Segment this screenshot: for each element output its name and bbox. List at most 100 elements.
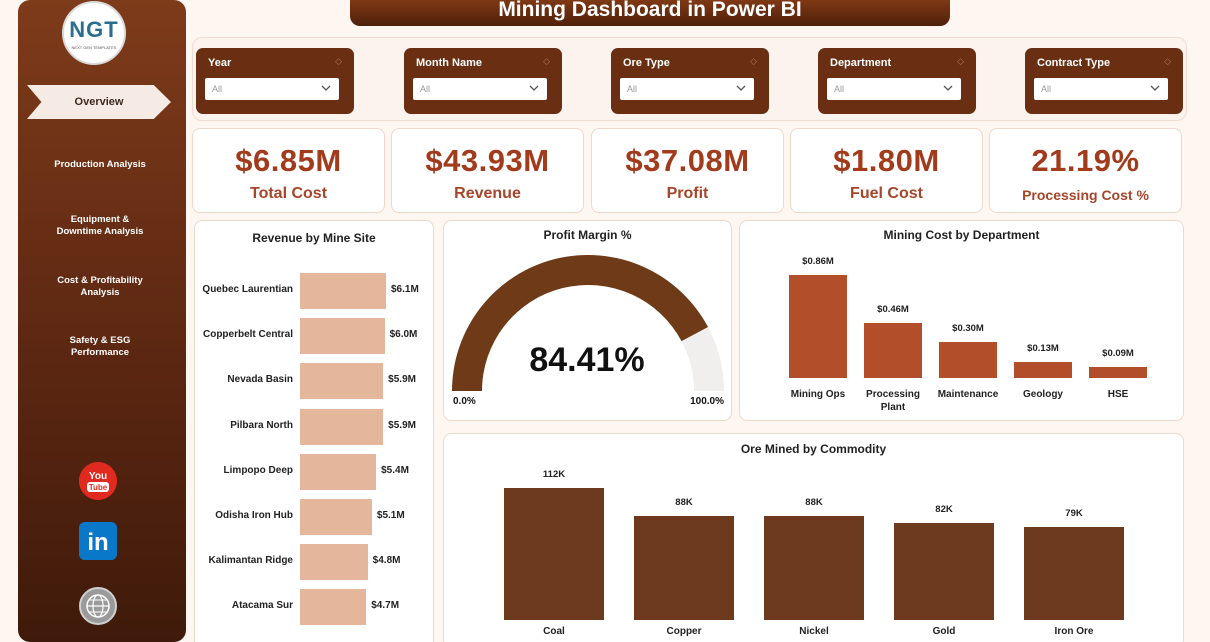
clear-selection-icon[interactable]: ◇	[543, 56, 550, 66]
bar[interactable]	[300, 363, 384, 400]
clear-selection-icon[interactable]: ◇	[1164, 56, 1171, 66]
clear-selection-icon[interactable]: ◇	[335, 56, 342, 66]
bar[interactable]	[939, 342, 997, 378]
dropdown-value: All	[420, 84, 431, 94]
kpi-label: Total Cost	[249, 185, 328, 202]
nav-label: Analysis	[80, 287, 120, 298]
youtube-label: You	[89, 471, 107, 482]
data-label: $6.1M	[391, 284, 419, 295]
logo-subtext: NEXT GEN TEMPLATES	[71, 45, 117, 50]
bar[interactable]	[764, 516, 864, 620]
dropdown-value: All	[627, 84, 638, 94]
ore-type-dropdown[interactable]: All	[620, 78, 754, 100]
bar[interactable]	[300, 453, 377, 490]
slicer-label: Contract Type	[1037, 57, 1111, 69]
dropdown-value: All	[834, 84, 845, 94]
bar[interactable]	[300, 318, 385, 355]
bar[interactable]	[504, 488, 604, 620]
bar[interactable]	[300, 544, 368, 581]
nav-label: Cost & Profitability	[57, 275, 143, 286]
gauge-value: 84.41%	[529, 341, 644, 379]
data-label: 79K	[1065, 507, 1083, 519]
bar-row: Odisha Iron Hub $5.1M	[195, 499, 431, 535]
kpi-value: $43.93M	[425, 143, 550, 178]
nav-cost-profitability[interactable]: Cost & Profitability Analysis	[28, 275, 172, 299]
kpi-label: Fuel Cost	[850, 185, 923, 202]
category-line: Mining Ops	[790, 389, 846, 400]
revenue-by-mine-site-chart: Revenue by Mine Site Quebec Laurentian $6…	[194, 220, 434, 642]
data-label: 88K	[805, 497, 823, 509]
year-dropdown[interactable]: All	[205, 78, 339, 100]
contract-type-dropdown[interactable]: All	[1034, 78, 1168, 100]
category-label: Nickel	[799, 626, 829, 637]
category-label: Mining Ops	[773, 388, 863, 401]
bar[interactable]	[789, 275, 847, 378]
clear-selection-icon[interactable]: ◇	[750, 56, 757, 66]
bar[interactable]	[300, 408, 384, 445]
profit-margin-gauge: Profit Margin % 84.41% 0.0% 100.0%	[443, 220, 732, 421]
chart-title: Ore Mined by Commodity	[740, 442, 887, 456]
bar-row: Atacama Sur $4.7M	[195, 589, 431, 626]
chart-title: Profit Margin %	[543, 228, 632, 242]
kpi-label: Processing Cost %	[1022, 187, 1149, 203]
category-line: Processing	[866, 389, 920, 400]
category-label: Geology	[998, 388, 1088, 401]
chevron-down-icon	[736, 85, 746, 91]
nav-label: Downtime Analysis	[56, 226, 144, 237]
kpi-value: $37.08M	[625, 143, 750, 178]
contract-type-slicer: Contract Type ◇ All	[1025, 48, 1183, 114]
data-label: $5.4M	[381, 464, 409, 476]
kpi-value: $1.80M	[833, 143, 940, 178]
category-label: HSE	[1073, 388, 1163, 401]
year-slicer: Year ◇ All	[196, 48, 354, 114]
month-name-dropdown[interactable]: All	[413, 78, 547, 100]
bar-row: Pilbara North $5.9M	[195, 408, 431, 445]
filter-bar: Year ◇ All Month Name ◇ All Ore Type ◇ A…	[192, 37, 1187, 121]
ore-type-slicer: Ore Type ◇ All	[611, 48, 769, 114]
nav-label: Equipment &	[70, 214, 130, 225]
department-dropdown[interactable]: All	[827, 78, 961, 100]
clear-selection-icon[interactable]: ◇	[957, 56, 964, 66]
nav-label: Production Analysis	[54, 159, 146, 170]
ngt-logo[interactable]: NGT NEXT GEN TEMPLATES	[62, 1, 126, 65]
data-label: $0.86M	[802, 256, 834, 267]
youtube-icon[interactable]: You Tube	[79, 462, 117, 500]
bar[interactable]	[300, 273, 386, 309]
nav-equipment-downtime[interactable]: Equipment & Downtime Analysis	[28, 214, 172, 238]
slicer-label: Year	[208, 57, 232, 69]
website-globe-icon[interactable]	[79, 587, 117, 625]
bar-row: Limpopo Deep $5.4M	[195, 453, 431, 490]
sidebar: NGT NEXT GEN TEMPLATES Overview Producti…	[18, 0, 186, 642]
kpi-label: Revenue	[454, 185, 521, 202]
bar[interactable]	[300, 499, 372, 535]
linkedin-icon[interactable]: in	[79, 522, 117, 560]
nav-overview[interactable]: Overview	[27, 85, 171, 119]
category-label: Copperbelt Central	[202, 329, 293, 341]
bar[interactable]	[864, 322, 922, 378]
bar[interactable]	[1014, 362, 1072, 378]
category-label: Atacama Sur	[231, 600, 293, 612]
gauge-max-label: 100.0%	[690, 396, 724, 407]
category-label: Pilbara North	[230, 419, 293, 431]
bar[interactable]	[634, 516, 734, 620]
gauge-fill[interactable]	[452, 254, 709, 391]
data-label: $0.09M	[1102, 348, 1134, 360]
chevron-down-icon	[1150, 85, 1160, 91]
nav-safety-esg[interactable]: Safety & ESG Performance	[28, 335, 172, 359]
nav-production-analysis[interactable]: Production Analysis	[28, 159, 172, 171]
category-label: Gold	[932, 626, 956, 637]
bar[interactable]	[1024, 526, 1124, 620]
bar[interactable]	[894, 523, 994, 620]
youtube-sublabel: Tube	[89, 483, 108, 492]
category-line: Geology	[1022, 389, 1063, 400]
data-label: $5.9M	[388, 374, 416, 386]
category-label: Odisha Iron Hub	[215, 510, 293, 521]
logo-text: NGT	[69, 17, 119, 42]
nav-label: Performance	[70, 347, 130, 358]
kpi-label: Profit	[666, 185, 709, 202]
bar[interactable]	[1089, 367, 1147, 378]
category-label: Nevada Basin	[227, 374, 293, 386]
data-label: 88K	[675, 497, 693, 509]
dropdown-value: All	[1041, 84, 1052, 94]
bar[interactable]	[300, 589, 367, 626]
